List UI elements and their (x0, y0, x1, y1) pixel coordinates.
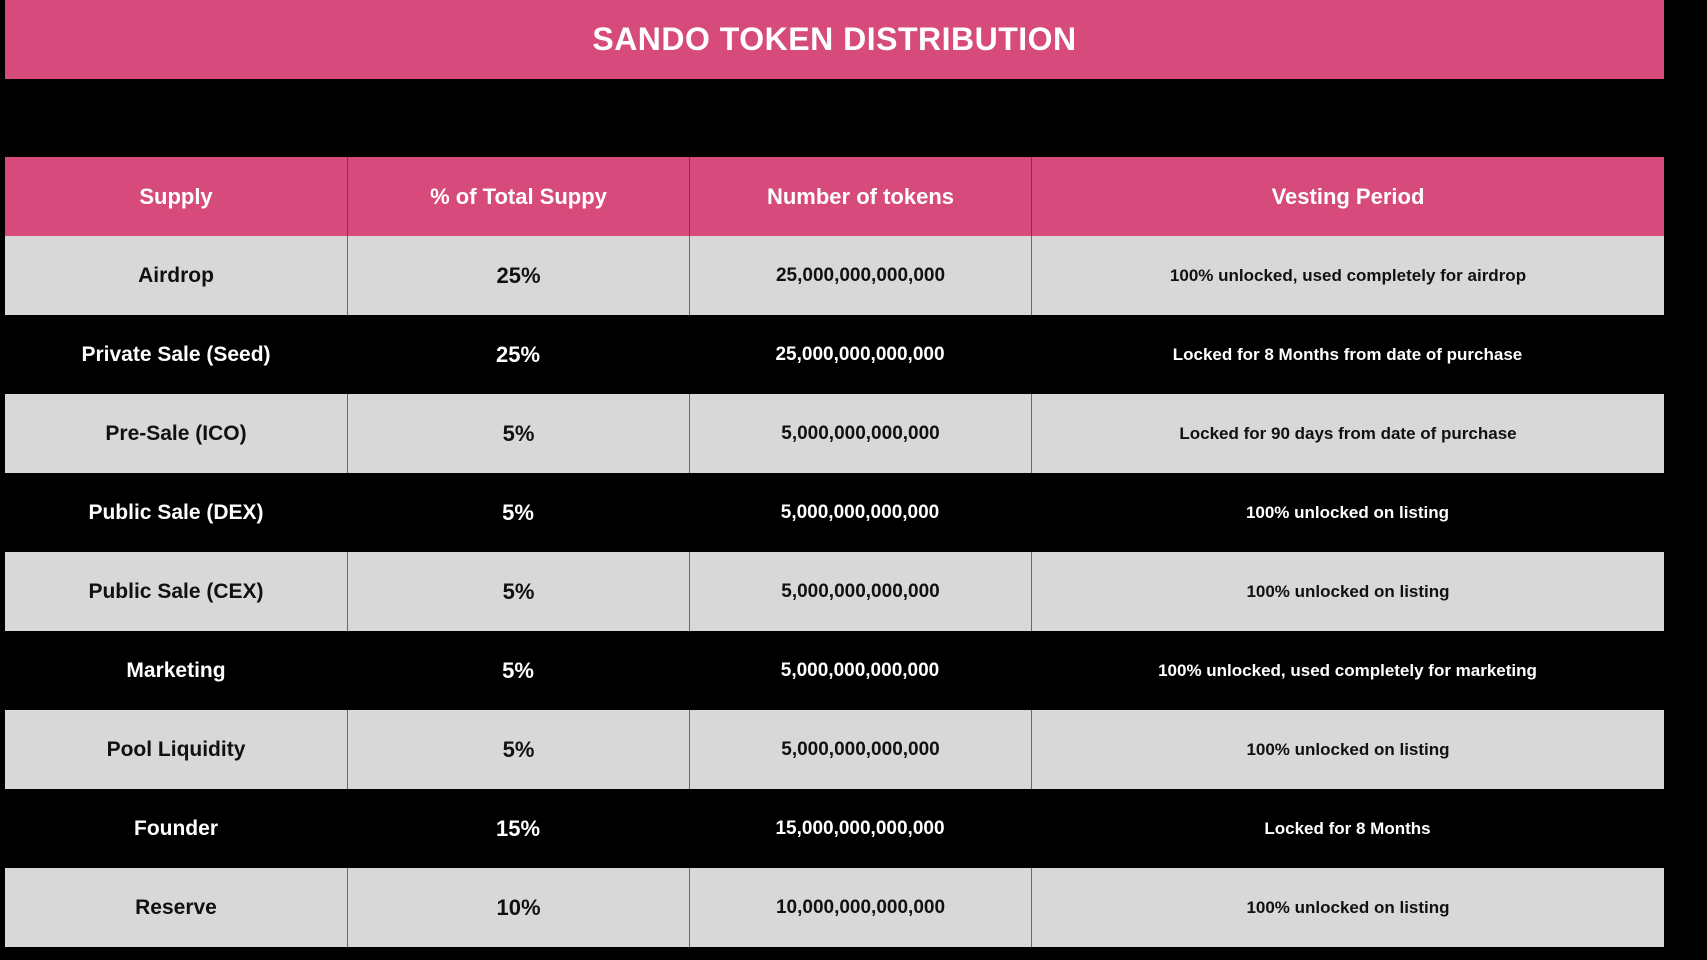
cell-supply: Public Sale (DEX) (5, 473, 347, 552)
cell-text: 5,000,000,000,000 (780, 659, 940, 681)
cell-text: 25% (495, 341, 541, 367)
cell-vesting: 100% unlocked on listing (1031, 473, 1664, 552)
cell-text: Locked for 90 days from date of purchase (1179, 423, 1517, 443)
cell-vesting: 100% unlocked on listing (1031, 552, 1664, 631)
header-supply-label: Supply (139, 183, 213, 209)
cell-text: 100% unlocked on listing (1246, 897, 1450, 917)
cell-tokens: 25,000,000,000,000 (689, 236, 1031, 315)
cell-supply: Founder (5, 789, 347, 868)
cell-tokens: 5,000,000,000,000 (689, 631, 1031, 710)
cell-vesting: Locked for 8 Months from date of purchas… (1031, 315, 1664, 394)
cell-supply: Private Sale (Seed) (5, 315, 347, 394)
cell-text: Marketing (126, 658, 226, 682)
table-row: Pool Liquidity 5% 5,000,000,000,000 100%… (5, 710, 1664, 789)
cell-text: Reserve (135, 895, 217, 919)
cell-tokens: 15,000,000,000,000 (689, 789, 1031, 868)
cell-text: 5% (502, 657, 534, 683)
cell-percent: 5% (347, 631, 689, 710)
cell-percent: 10% (347, 868, 689, 947)
table-header-row: Supply % of Total Suppy Number of tokens… (5, 157, 1664, 236)
cell-percent: 5% (347, 710, 689, 789)
cell-text: Public Sale (DEX) (88, 500, 264, 524)
cell-text: 5,000,000,000,000 (780, 501, 940, 523)
cell-supply: Reserve (5, 868, 347, 947)
cell-supply: Airdrop (5, 236, 347, 315)
header-percent-total-supply: % of Total Suppy (347, 157, 689, 236)
cell-vesting: 100% unlocked, used completely for airdr… (1031, 236, 1664, 315)
cell-percent: 25% (347, 315, 689, 394)
table-row: Pre-Sale (ICO) 5% 5,000,000,000,000 Lock… (5, 394, 1664, 473)
cell-text: 100% unlocked on listing (1246, 739, 1450, 759)
cell-supply: Pre-Sale (ICO) (5, 394, 347, 473)
cell-text: 100% unlocked on listing (1246, 581, 1450, 601)
cell-text: 15% (495, 815, 541, 841)
cell-supply: Pool Liquidity (5, 710, 347, 789)
cell-text: Pre-Sale (ICO) (105, 421, 247, 445)
cell-vesting: 100% unlocked on listing (1031, 868, 1664, 947)
cell-text: 10% (496, 894, 541, 920)
table-row: Public Sale (DEX) 5% 5,000,000,000,000 1… (5, 473, 1664, 552)
cell-tokens: 25,000,000,000,000 (689, 315, 1031, 394)
cell-percent: 5% (347, 552, 689, 631)
cell-text: Locked for 8 Months from date of purchas… (1172, 344, 1523, 364)
cell-text: Locked for 8 Months (1264, 818, 1431, 838)
cell-text: 5% (502, 499, 534, 525)
cell-supply: Public Sale (CEX) (5, 552, 347, 631)
cell-text: 100% unlocked, used completely for airdr… (1169, 265, 1527, 285)
cell-text: 5% (502, 736, 535, 762)
cell-text: 15,000,000,000,000 (775, 817, 945, 839)
cell-text: 100% unlocked on listing (1245, 502, 1450, 522)
cell-text: 10,000,000,000,000 (775, 896, 946, 918)
table-row: Marketing 5% 5,000,000,000,000 100% unlo… (5, 631, 1664, 710)
header-supply: Supply (5, 157, 347, 236)
header-vesting-period: Vesting Period (1031, 157, 1664, 236)
cell-tokens: 5,000,000,000,000 (689, 394, 1031, 473)
cell-text: 25,000,000,000,000 (775, 343, 945, 365)
cell-text: Private Sale (Seed) (81, 342, 271, 366)
table-row: Private Sale (Seed) 25% 25,000,000,000,0… (5, 315, 1664, 394)
header-number-of-tokens: Number of tokens (689, 157, 1031, 236)
cell-text: 5,000,000,000,000 (781, 580, 940, 602)
cell-text: 5,000,000,000,000 (781, 738, 940, 760)
cell-tokens: 10,000,000,000,000 (689, 868, 1031, 947)
page-title-text: SANDO TOKEN DISTRIBUTION (592, 21, 1077, 57)
table-row: Founder 15% 15,000,000,000,000 Locked fo… (5, 789, 1664, 868)
header-percent-label: % of Total Suppy (430, 183, 607, 209)
cell-tokens: 5,000,000,000,000 (689, 473, 1031, 552)
cell-percent: 5% (347, 473, 689, 552)
cell-tokens: 5,000,000,000,000 (689, 552, 1031, 631)
cell-vesting: Locked for 90 days from date of purchase (1031, 394, 1664, 473)
header-tokens-label: Number of tokens (766, 183, 955, 209)
token-distribution-table: Supply % of Total Suppy Number of tokens… (5, 157, 1664, 947)
table-row: Reserve 10% 10,000,000,000,000 100% unlo… (5, 868, 1664, 947)
cell-text: 5% (502, 420, 535, 446)
cell-text: 25,000,000,000,000 (775, 264, 946, 286)
cell-text: Public Sale (CEX) (88, 579, 264, 603)
cell-text: Airdrop (138, 263, 214, 287)
cell-percent: 5% (347, 394, 689, 473)
cell-text: 100% unlocked, used completely for marke… (1158, 660, 1537, 680)
cell-vesting: Locked for 8 Months (1031, 789, 1664, 868)
page-title: SANDO TOKEN DISTRIBUTION (5, 0, 1664, 79)
table-row: Public Sale (CEX) 5% 5,000,000,000,000 1… (5, 552, 1664, 631)
cell-text: Pool Liquidity (106, 737, 246, 761)
cell-vesting: 100% unlocked, used completely for marke… (1031, 631, 1664, 710)
header-vesting-label: Vesting Period (1271, 183, 1425, 209)
cell-vesting: 100% unlocked on listing (1031, 710, 1664, 789)
cell-supply: Marketing (5, 631, 347, 710)
table-row: Airdrop 25% 25,000,000,000,000 100% unlo… (5, 236, 1664, 315)
cell-percent: 15% (347, 789, 689, 868)
cell-text: 25% (496, 262, 541, 288)
cell-text: 5% (502, 578, 535, 604)
cell-percent: 25% (347, 236, 689, 315)
cell-text: Founder (134, 816, 218, 840)
cell-text: 5,000,000,000,000 (781, 422, 940, 444)
cell-tokens: 5,000,000,000,000 (689, 710, 1031, 789)
